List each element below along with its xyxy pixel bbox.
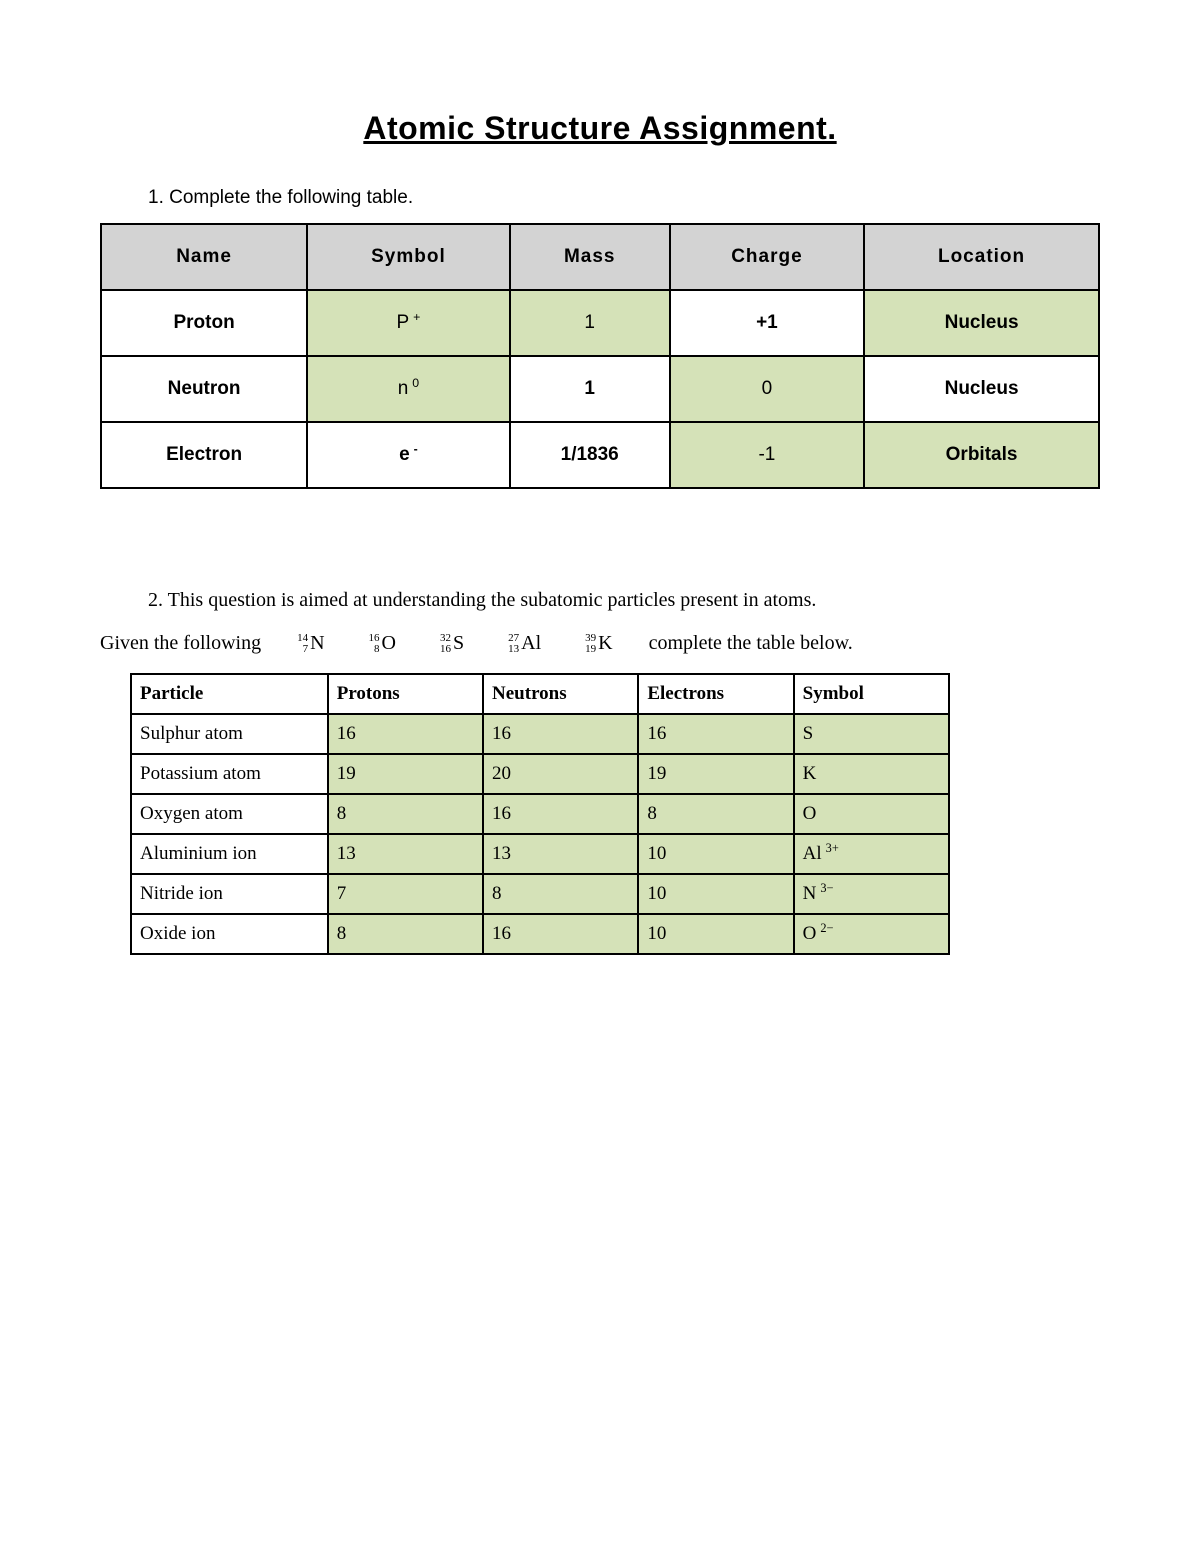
table-cell: Neutron	[101, 356, 307, 422]
table-cell: Nucleus	[864, 290, 1099, 356]
table-cell: +1	[670, 290, 864, 356]
table-header-cell: Symbol	[794, 674, 949, 714]
nuclide: 2713Al	[508, 632, 541, 655]
table-cell: P+	[307, 290, 510, 356]
table-row: Aluminium ion131310Al3+	[131, 834, 949, 874]
nuclide: 168O	[369, 632, 396, 655]
table-cell: 8	[483, 874, 638, 914]
table-cell: 8	[328, 914, 483, 954]
table-header-cell: Charge	[670, 224, 864, 290]
table-cell: n0	[307, 356, 510, 422]
table-cell: 8	[638, 794, 793, 834]
table-cell: e-	[307, 422, 510, 488]
table-header-cell: Symbol	[307, 224, 510, 290]
particle-name-cell: Potassium atom	[131, 754, 328, 794]
table-cell: 16	[638, 714, 793, 754]
atoms-ions-table: ParticleProtonsNeutronsElectronsSymbol S…	[130, 673, 950, 955]
given-label: Given the following	[100, 632, 261, 655]
table-row: Potassium atom192019K	[131, 754, 949, 794]
symbol-cell: S	[794, 714, 949, 754]
nuclide: 147N	[297, 632, 324, 655]
nuclide-list: 147N 168O 3216S 2713Al 3919K	[297, 632, 612, 655]
nuclide: 3919K	[585, 632, 612, 655]
table-header-cell: Electrons	[638, 674, 793, 714]
table-cell: 10	[638, 874, 793, 914]
table-cell: Proton	[101, 290, 307, 356]
question-1-text: 1. Complete the following table.	[148, 187, 1100, 209]
table-header-cell: Neutrons	[483, 674, 638, 714]
given-tail: complete the table below.	[649, 632, 853, 655]
table-cell: 16	[483, 794, 638, 834]
table-header-cell: Particle	[131, 674, 328, 714]
table-row: ProtonP+1+1Nucleus	[101, 290, 1099, 356]
table-cell: 8	[328, 794, 483, 834]
table-row: Electrone-1/1836-1Orbitals	[101, 422, 1099, 488]
table-cell: Nucleus	[864, 356, 1099, 422]
symbol-cell: N3−	[794, 874, 949, 914]
table-cell: 20	[483, 754, 638, 794]
nuclide: 3216S	[440, 632, 464, 655]
table-cell: 16	[328, 714, 483, 754]
question-2-text: 2. This question is aimed at understandi…	[148, 589, 1100, 612]
particle-name-cell: Nitride ion	[131, 874, 328, 914]
particle-name-cell: Sulphur atom	[131, 714, 328, 754]
subatomic-particles-table: NameSymbolMassChargeLocation ProtonP+1+1…	[100, 223, 1100, 489]
particle-name-cell: Aluminium ion	[131, 834, 328, 874]
particle-name-cell: Oxygen atom	[131, 794, 328, 834]
table-cell: Electron	[101, 422, 307, 488]
table-row: Oxide ion81610O2−	[131, 914, 949, 954]
table-row: Sulphur atom161616S	[131, 714, 949, 754]
table-header-cell: Location	[864, 224, 1099, 290]
table-cell: 16	[483, 914, 638, 954]
particle-name-cell: Oxide ion	[131, 914, 328, 954]
table-cell: 19	[638, 754, 793, 794]
table-cell: 19	[328, 754, 483, 794]
table-header-cell: Mass	[510, 224, 670, 290]
symbol-cell: K	[794, 754, 949, 794]
table-header-cell: Name	[101, 224, 307, 290]
table-cell: 7	[328, 874, 483, 914]
symbol-cell: O	[794, 794, 949, 834]
table-cell: 1/1836	[510, 422, 670, 488]
page-title: Atomic Structure Assignment.	[100, 110, 1100, 147]
table-cell: 13	[483, 834, 638, 874]
table-cell: 16	[483, 714, 638, 754]
table-header-cell: Protons	[328, 674, 483, 714]
table-cell: 10	[638, 914, 793, 954]
table-row: Neutronn010Nucleus	[101, 356, 1099, 422]
table-row: Nitride ion7810N3−	[131, 874, 949, 914]
table-header-row: NameSymbolMassChargeLocation	[101, 224, 1099, 290]
table-cell: 10	[638, 834, 793, 874]
symbol-cell: Al3+	[794, 834, 949, 874]
table-cell: 0	[670, 356, 864, 422]
page: Atomic Structure Assignment. 1. Complete…	[0, 0, 1200, 955]
symbol-cell: O2−	[794, 914, 949, 954]
table-cell: -1	[670, 422, 864, 488]
table-row: Oxygen atom8168O	[131, 794, 949, 834]
given-nuclides-line: Given the following 147N 168O 3216S 2713Al 3…	[100, 632, 1100, 655]
table-cell: 13	[328, 834, 483, 874]
table-cell: 1	[510, 356, 670, 422]
table-header-row: ParticleProtonsNeutronsElectronsSymbol	[131, 674, 949, 714]
table-cell: Orbitals	[864, 422, 1099, 488]
table-cell: 1	[510, 290, 670, 356]
